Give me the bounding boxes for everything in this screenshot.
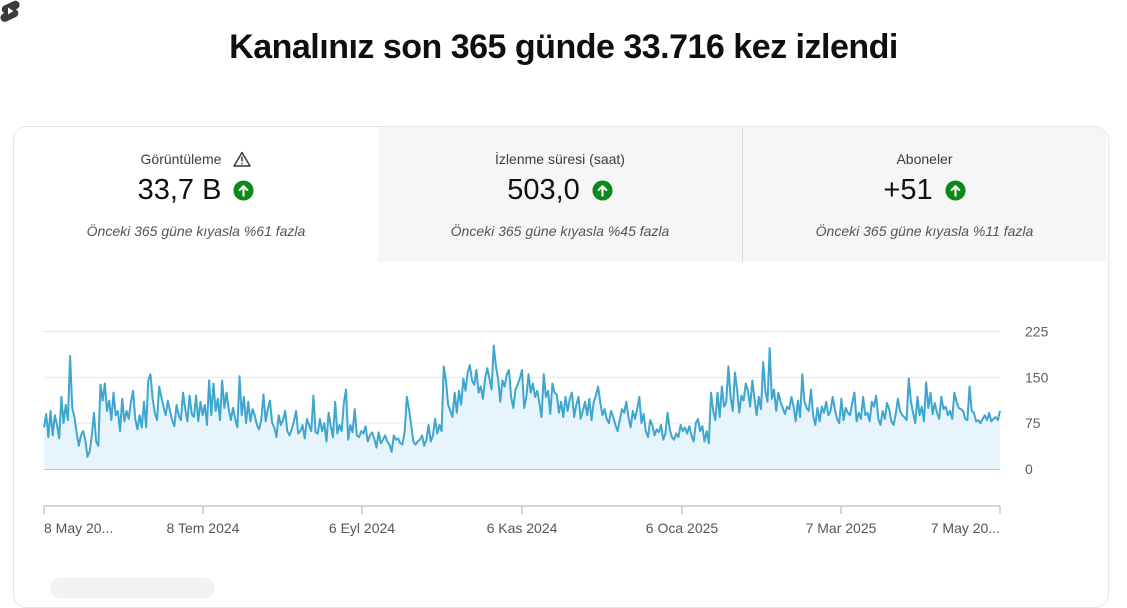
arrow-up-circle-icon <box>592 180 613 201</box>
warning-icon[interactable] <box>233 151 252 167</box>
metric-value: 33,7 B <box>137 174 222 206</box>
metric-note: Önceki 365 güne kıyasla %11 fazla <box>815 223 1034 239</box>
metric-label: Görüntüleme <box>140 151 222 167</box>
metric-value: 503,0 <box>507 174 580 206</box>
metric-tab-subscribers[interactable]: Aboneler +51 Önceki 365 güne kıyasla %11… <box>742 127 1106 262</box>
arrow-up-circle-icon <box>945 180 966 201</box>
metric-tab-views[interactable]: Görüntüleme 33,7 B Önceki 365 güne kıyas… <box>14 127 378 262</box>
metric-label: İzlenme süresi (saat) <box>495 151 625 167</box>
metric-note: Önceki 365 güne kıyasla %61 fazla <box>86 223 306 239</box>
analytics-card: Görüntüleme 33,7 B Önceki 365 güne kıyas… <box>13 126 1109 608</box>
metric-label: Aboneler <box>896 151 953 167</box>
shorts-icon[interactable] <box>0 0 20 22</box>
metric-value: +51 <box>883 174 933 206</box>
arrow-up-circle-icon <box>233 180 254 201</box>
bottom-button[interactable] <box>50 578 215 598</box>
page-title: Kanalınız son 365 günde 33.716 kez izlen… <box>229 28 898 66</box>
metric-tab-watch-time[interactable]: İzlenme süresi (saat) 503,0 Önceki 365 g… <box>378 127 742 262</box>
metrics-row: Görüntüleme 33,7 B Önceki 365 güne kıyas… <box>14 127 1108 262</box>
metric-note: Önceki 365 güne kıyasla %45 fazla <box>450 223 670 239</box>
